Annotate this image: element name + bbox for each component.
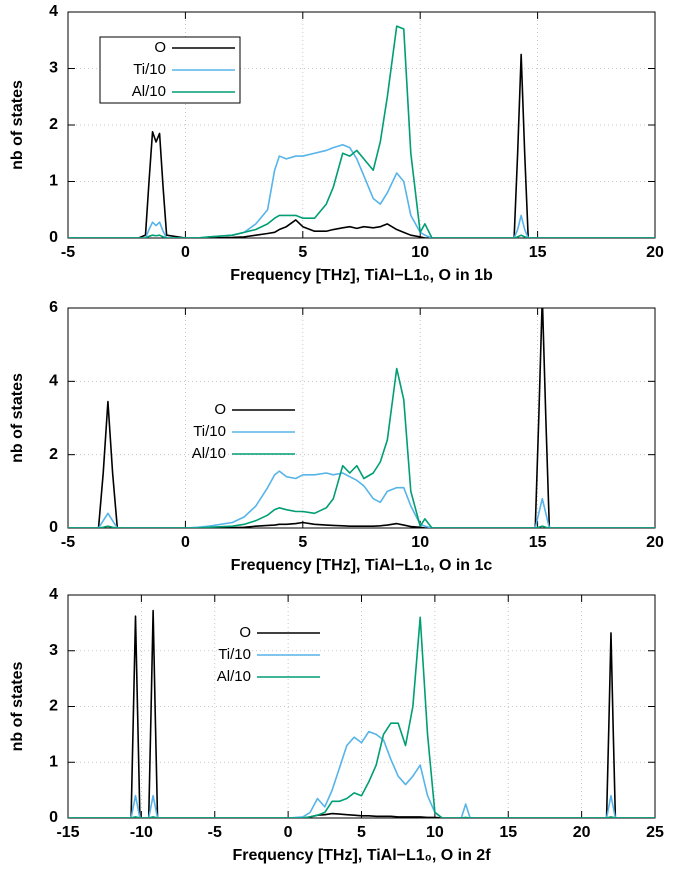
x-axis-label: Frequency [THz], TiAl−L1₀, O in 2f <box>232 847 491 864</box>
y-tick-label: 2 <box>49 116 58 133</box>
y-tick-label: 1 <box>49 173 58 190</box>
x-tick-label: 0 <box>181 534 190 551</box>
y-tick-label: 2 <box>49 698 58 715</box>
x-tick-label: 0 <box>181 244 190 261</box>
x-tick-label: 5 <box>298 244 307 261</box>
legend-label: Al/10 <box>217 668 251 685</box>
y-tick-label: 4 <box>49 586 58 603</box>
y-tick-label: 1 <box>49 753 58 770</box>
legend-label: Al/10 <box>192 445 226 462</box>
series-line <box>68 143 655 238</box>
legend-label: Ti/10 <box>193 423 226 440</box>
x-axis-label: Frequency [THz], TiAl−L1₀, O in 1b <box>230 267 493 284</box>
x-tick-label: 15 <box>529 244 547 261</box>
x-tick-label: -5 <box>61 244 75 261</box>
x-tick-label: -5 <box>61 534 75 551</box>
plot-frame <box>67 11 656 239</box>
series-line <box>68 616 655 818</box>
legend-label: Ti/10 <box>218 646 251 663</box>
y-axis-label: nb of states <box>9 80 26 170</box>
plot-frame <box>67 307 656 529</box>
y-tick-label: 0 <box>49 809 58 826</box>
plot-area <box>68 308 655 528</box>
y-tick-label: 0 <box>49 229 58 246</box>
x-tick-label: 20 <box>646 534 664 551</box>
x-tick-label: -5 <box>208 824 222 841</box>
x-tick-label: 25 <box>646 824 664 841</box>
x-axis-label: Frequency [THz], TiAl−L1₀, O in 1c <box>231 557 493 574</box>
x-tick-label: 10 <box>411 534 429 551</box>
panel: 0 1 2 3 4 -15 -10 -5 0 5 10 15 20 25 Frequency [THz], … <box>9 586 664 864</box>
x-tick-label: -15 <box>56 824 79 841</box>
legend-label: O <box>154 39 166 56</box>
y-tick-label: 4 <box>49 3 58 20</box>
y-tick-label: 3 <box>49 60 58 77</box>
series-line <box>68 53 655 238</box>
x-tick-label: 10 <box>411 244 429 261</box>
plot-frame <box>67 594 656 819</box>
plot-area <box>68 609 655 818</box>
y-tick-label: 2 <box>49 446 58 463</box>
series-line <box>68 609 655 818</box>
plot-area <box>68 25 655 238</box>
x-tick-label: 15 <box>529 534 547 551</box>
y-tick-label: 6 <box>49 299 58 316</box>
series-line <box>68 308 655 528</box>
y-tick-label: 3 <box>49 642 58 659</box>
y-tick-label: 4 <box>49 373 58 390</box>
series-line <box>68 25 655 238</box>
series-line <box>68 367 655 528</box>
legend-label: Al/10 <box>132 83 166 100</box>
x-tick-label: 10 <box>426 824 444 841</box>
x-tick-label: 0 <box>284 824 293 841</box>
y-axis-label: nb of states <box>9 373 26 463</box>
legend-label: O <box>239 624 251 641</box>
x-tick-label: 15 <box>499 824 517 841</box>
series-line <box>68 470 655 528</box>
legend-label: O <box>214 401 226 418</box>
x-tick-label: 20 <box>646 244 664 261</box>
x-tick-label: 20 <box>573 824 591 841</box>
x-tick-label: 5 <box>298 534 307 551</box>
x-tick-label: -10 <box>130 824 153 841</box>
x-tick-label: 5 <box>357 824 366 841</box>
y-tick-label: 0 <box>49 519 58 536</box>
legend-label: Ti/10 <box>133 61 166 78</box>
series-line <box>68 730 655 818</box>
y-axis-label: nb of states <box>9 662 26 752</box>
